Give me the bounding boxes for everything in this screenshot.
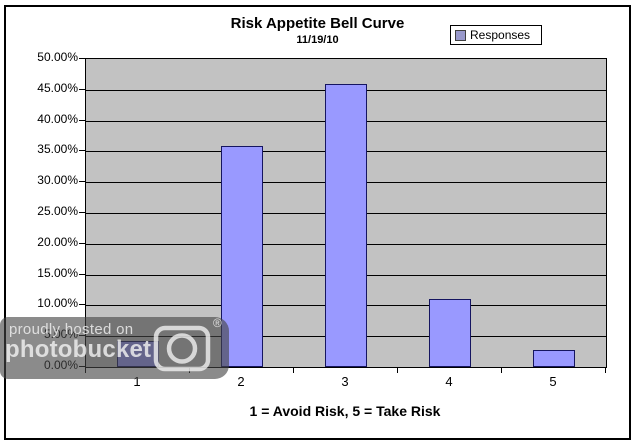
x-category-label: 1 <box>133 374 141 389</box>
y-tick-mark <box>79 181 85 182</box>
y-tick-mark <box>79 150 85 151</box>
y-tick-mark <box>79 212 85 213</box>
chart-title: Risk Appetite Bell Curve <box>230 15 405 32</box>
bar-category-5 <box>533 350 575 367</box>
bar-category-4 <box>429 299 471 367</box>
x-category-label: 2 <box>237 374 245 389</box>
x-tick-mark <box>605 368 606 373</box>
photobucket-watermark: proudly hosted on photobucket ® <box>0 316 229 379</box>
y-tick-mark <box>79 274 85 275</box>
x-tick-mark <box>397 368 398 373</box>
y-tick-label: 10.00% <box>37 296 78 310</box>
legend-marker-icon <box>455 29 466 41</box>
legend-label: Responses <box>470 28 531 42</box>
y-tick-label: 35.00% <box>37 142 78 156</box>
bar-category-3 <box>325 84 367 367</box>
y-tick-mark <box>79 58 85 59</box>
y-tick-label: 45.00% <box>37 81 78 95</box>
y-tick-mark <box>79 120 85 121</box>
legend: Responses <box>450 25 542 45</box>
y-tick-mark <box>79 304 85 305</box>
y-tick-label: 25.00% <box>37 204 78 218</box>
watermark-line1: proudly hosted on <box>9 321 134 338</box>
x-category-label: 3 <box>341 374 349 389</box>
watermark-line2: photobucket <box>5 336 152 363</box>
x-axis-title: 1 = Avoid Risk, 5 = Take Risk <box>249 403 441 419</box>
x-tick-mark <box>293 368 294 373</box>
x-tick-mark <box>501 368 502 373</box>
y-tick-label: 20.00% <box>37 235 78 249</box>
camera-icon <box>153 325 211 372</box>
y-tick-mark <box>79 89 85 90</box>
x-category-label: 5 <box>549 374 557 389</box>
y-tick-label: 15.00% <box>37 266 78 280</box>
y-tick-label: 30.00% <box>37 173 78 187</box>
y-tick-label: 40.00% <box>37 112 78 126</box>
chart-subtitle: 11/19/10 <box>296 34 339 46</box>
x-category-label: 4 <box>445 374 453 389</box>
registered-symbol: ® <box>213 316 222 330</box>
y-tick-label: 50.00% <box>37 50 78 64</box>
y-tick-mark <box>79 243 85 244</box>
